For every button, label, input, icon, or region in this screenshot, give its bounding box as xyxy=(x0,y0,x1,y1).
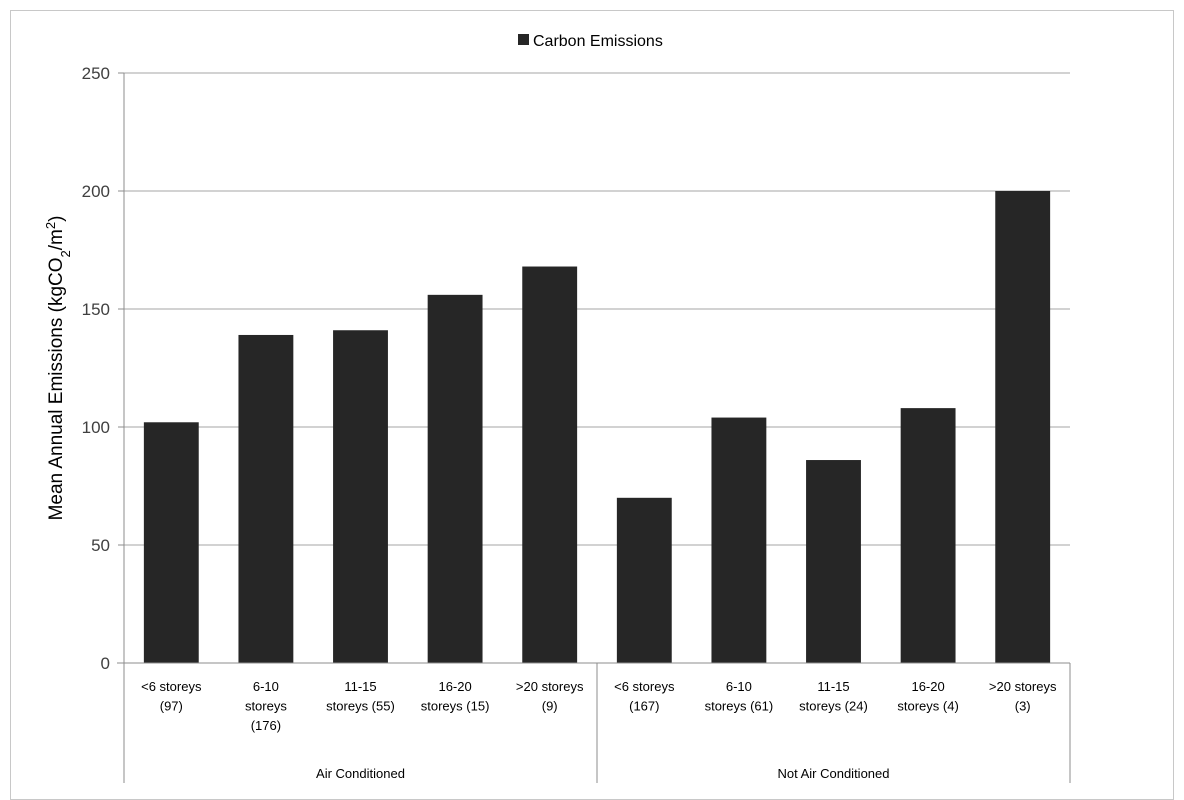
y-tick-label: 100 xyxy=(82,418,110,437)
x-category-label-line: 6-10 xyxy=(726,679,752,694)
bar xyxy=(900,408,956,663)
x-category-label-line: >20 storeys xyxy=(989,679,1057,694)
x-category-label: 6-10 storeys (176) xyxy=(245,679,287,733)
x-category-label-line: >20 storeys xyxy=(516,679,584,694)
x-category-label-line: <6 storeys xyxy=(141,679,202,694)
x-category-label-line: (3) xyxy=(1015,699,1031,714)
bars xyxy=(143,191,1051,663)
bar xyxy=(522,266,578,663)
bar xyxy=(711,417,767,663)
bar xyxy=(427,294,483,663)
y-axis-label-main: Mean Annual Emissions (kgCO xyxy=(46,257,67,520)
x-category-label-line: (97) xyxy=(160,699,183,714)
legend-label: Carbon Emissions xyxy=(533,33,663,50)
x-category-label-line: storeys (61) xyxy=(705,699,774,714)
x-group-label: Air Conditioned xyxy=(316,766,405,781)
x-category-label: <6 storeys (97) xyxy=(141,679,202,714)
bar xyxy=(616,497,672,663)
x-category-label-line: storeys (55) xyxy=(326,699,395,714)
bar xyxy=(995,191,1051,663)
x-category-labels: <6 storeys (97) 6-10 storeys (176) 11-15 store… xyxy=(141,679,1057,733)
x-category-label: <6 storeys (167) xyxy=(614,679,675,714)
x-category-label: 11-15 storeys (55) xyxy=(326,679,395,714)
x-category-label: 11-15 storeys (24) xyxy=(799,679,868,714)
y-axis-label-mid: /m xyxy=(46,229,67,250)
axes xyxy=(117,72,1071,783)
y-tick-label: 250 xyxy=(82,64,110,83)
y-axis-label-end: ) xyxy=(46,216,67,222)
x-category-label: 16-20 storeys (4) xyxy=(897,679,958,714)
bar xyxy=(238,334,294,663)
x-category-label: >20 storeys (3) xyxy=(989,679,1057,714)
x-category-label-line: (176) xyxy=(251,718,281,733)
bar-chart: 0 50 100 150 200 250 <6 storeys (97) 6-10 storey… xyxy=(43,33,1071,783)
x-category-label-line: 6-10 xyxy=(253,679,279,694)
x-category-label-line: 11-15 xyxy=(817,679,849,694)
y-tick-labels: 0 50 100 150 200 250 xyxy=(82,64,110,673)
x-category-label-line: storeys (24) xyxy=(799,699,868,714)
x-category-label-line: storeys (15) xyxy=(421,699,490,714)
x-category-label-line: (9) xyxy=(542,699,558,714)
y-tick-label: 150 xyxy=(82,300,110,319)
y-tick-label: 200 xyxy=(82,182,110,201)
bar xyxy=(806,460,861,663)
x-category-label-line: 16-20 xyxy=(911,679,944,694)
legend: Carbon Emissions xyxy=(518,33,663,50)
x-category-label-line: 16-20 xyxy=(438,679,471,694)
y-tick-label: 0 xyxy=(101,654,110,673)
legend-swatch xyxy=(518,34,529,45)
x-category-label-line: <6 storeys xyxy=(614,679,675,694)
x-category-label-line: (167) xyxy=(629,699,659,714)
x-category-label: 6-10 storeys (61) xyxy=(705,679,774,714)
bar xyxy=(333,330,388,663)
y-axis-label: Mean Annual Emissions (kgCO2/m2) xyxy=(43,216,73,521)
y-axis-label-sub: 2 xyxy=(58,250,73,257)
x-category-label: 16-20 storeys (15) xyxy=(421,679,490,714)
x-category-label-line: storeys xyxy=(245,699,287,714)
x-group-labels: Air Conditioned Not Air Conditioned xyxy=(316,766,889,781)
bar xyxy=(143,422,199,663)
y-tick-label: 50 xyxy=(91,536,110,555)
x-group-label: Not Air Conditioned xyxy=(777,766,889,781)
x-category-label-line: storeys (4) xyxy=(897,699,958,714)
x-category-label: >20 storeys (9) xyxy=(516,679,584,714)
y-axis-label-sup: 2 xyxy=(43,222,58,229)
x-category-label-line: 11-15 xyxy=(344,679,376,694)
